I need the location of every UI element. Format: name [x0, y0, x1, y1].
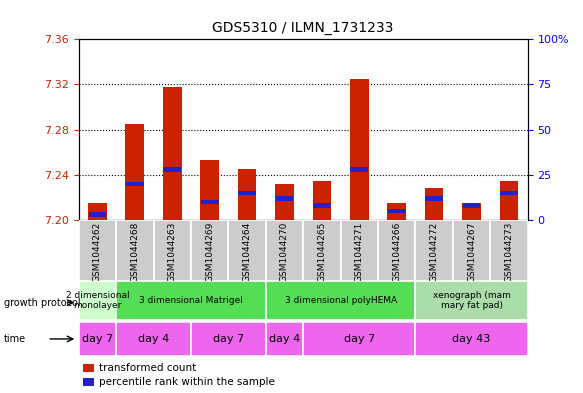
Text: day 43: day 43 — [452, 334, 491, 344]
Text: GSM1044268: GSM1044268 — [131, 222, 139, 282]
Bar — [500, 191, 518, 195]
Bar — [463, 203, 480, 208]
Bar — [88, 203, 107, 220]
Text: GSM1044270: GSM1044270 — [280, 222, 289, 282]
Bar — [275, 184, 294, 220]
Text: day 7: day 7 — [213, 334, 244, 344]
Text: 3 dimensional polyHEMA: 3 dimensional polyHEMA — [285, 296, 396, 305]
Bar — [350, 167, 368, 172]
Bar — [266, 281, 415, 320]
Bar — [79, 220, 116, 281]
Text: day 4: day 4 — [138, 334, 169, 344]
Bar — [79, 322, 116, 356]
Text: percentile rank within the sample: percentile rank within the sample — [99, 377, 275, 387]
Bar — [313, 203, 331, 208]
Text: day 4: day 4 — [269, 334, 300, 344]
Text: xenograph (mam
mary fat pad): xenograph (mam mary fat pad) — [433, 291, 511, 310]
Bar — [83, 378, 94, 386]
Bar — [191, 220, 229, 281]
Bar — [378, 220, 415, 281]
Bar — [163, 167, 181, 172]
Bar — [191, 322, 266, 356]
Bar — [303, 220, 340, 281]
Text: GSM1044272: GSM1044272 — [430, 222, 438, 282]
Title: GDS5310 / ILMN_1731233: GDS5310 / ILMN_1731233 — [212, 22, 394, 35]
Text: GSM1044262: GSM1044262 — [93, 222, 102, 282]
Bar — [116, 220, 153, 281]
Bar — [415, 322, 528, 356]
Bar — [490, 220, 528, 281]
Bar — [238, 191, 256, 195]
Bar — [153, 220, 191, 281]
Bar — [276, 196, 293, 201]
Text: time: time — [4, 334, 26, 344]
Bar — [500, 180, 518, 220]
Text: GSM1044271: GSM1044271 — [355, 222, 364, 282]
Text: GSM1044269: GSM1044269 — [205, 222, 214, 282]
Bar — [116, 322, 191, 356]
Text: GSM1044264: GSM1044264 — [243, 222, 251, 282]
Bar — [201, 200, 219, 204]
Bar — [312, 180, 331, 220]
Bar — [415, 281, 528, 320]
Bar — [126, 182, 143, 186]
Bar — [387, 203, 406, 220]
Bar — [163, 87, 181, 220]
Bar — [303, 322, 415, 356]
Bar — [79, 281, 116, 320]
Bar — [238, 169, 257, 220]
Text: day 7: day 7 — [82, 334, 113, 344]
Bar — [89, 212, 106, 217]
Bar — [415, 220, 453, 281]
Bar — [229, 220, 266, 281]
Bar — [340, 220, 378, 281]
Text: 3 dimensional Matrigel: 3 dimensional Matrigel — [139, 296, 243, 305]
Bar — [266, 220, 303, 281]
Text: growth protocol: growth protocol — [4, 298, 80, 308]
Bar — [266, 322, 303, 356]
Bar — [425, 189, 444, 220]
Text: day 7: day 7 — [343, 334, 375, 344]
Bar — [201, 160, 219, 220]
Text: GSM1044265: GSM1044265 — [317, 222, 326, 282]
Bar — [462, 203, 481, 220]
Bar — [125, 124, 144, 220]
Text: transformed count: transformed count — [99, 363, 196, 373]
Text: 2 dimensional
monolayer: 2 dimensional monolayer — [66, 291, 129, 310]
Text: GSM1044263: GSM1044263 — [168, 222, 177, 282]
Text: GSM1044266: GSM1044266 — [392, 222, 401, 282]
Bar — [83, 364, 94, 372]
Bar — [350, 79, 368, 220]
Text: GSM1044267: GSM1044267 — [467, 222, 476, 282]
Bar — [116, 281, 266, 320]
Bar — [453, 220, 490, 281]
Text: GSM1044273: GSM1044273 — [504, 222, 514, 282]
Bar — [425, 196, 443, 201]
Bar — [388, 209, 406, 213]
